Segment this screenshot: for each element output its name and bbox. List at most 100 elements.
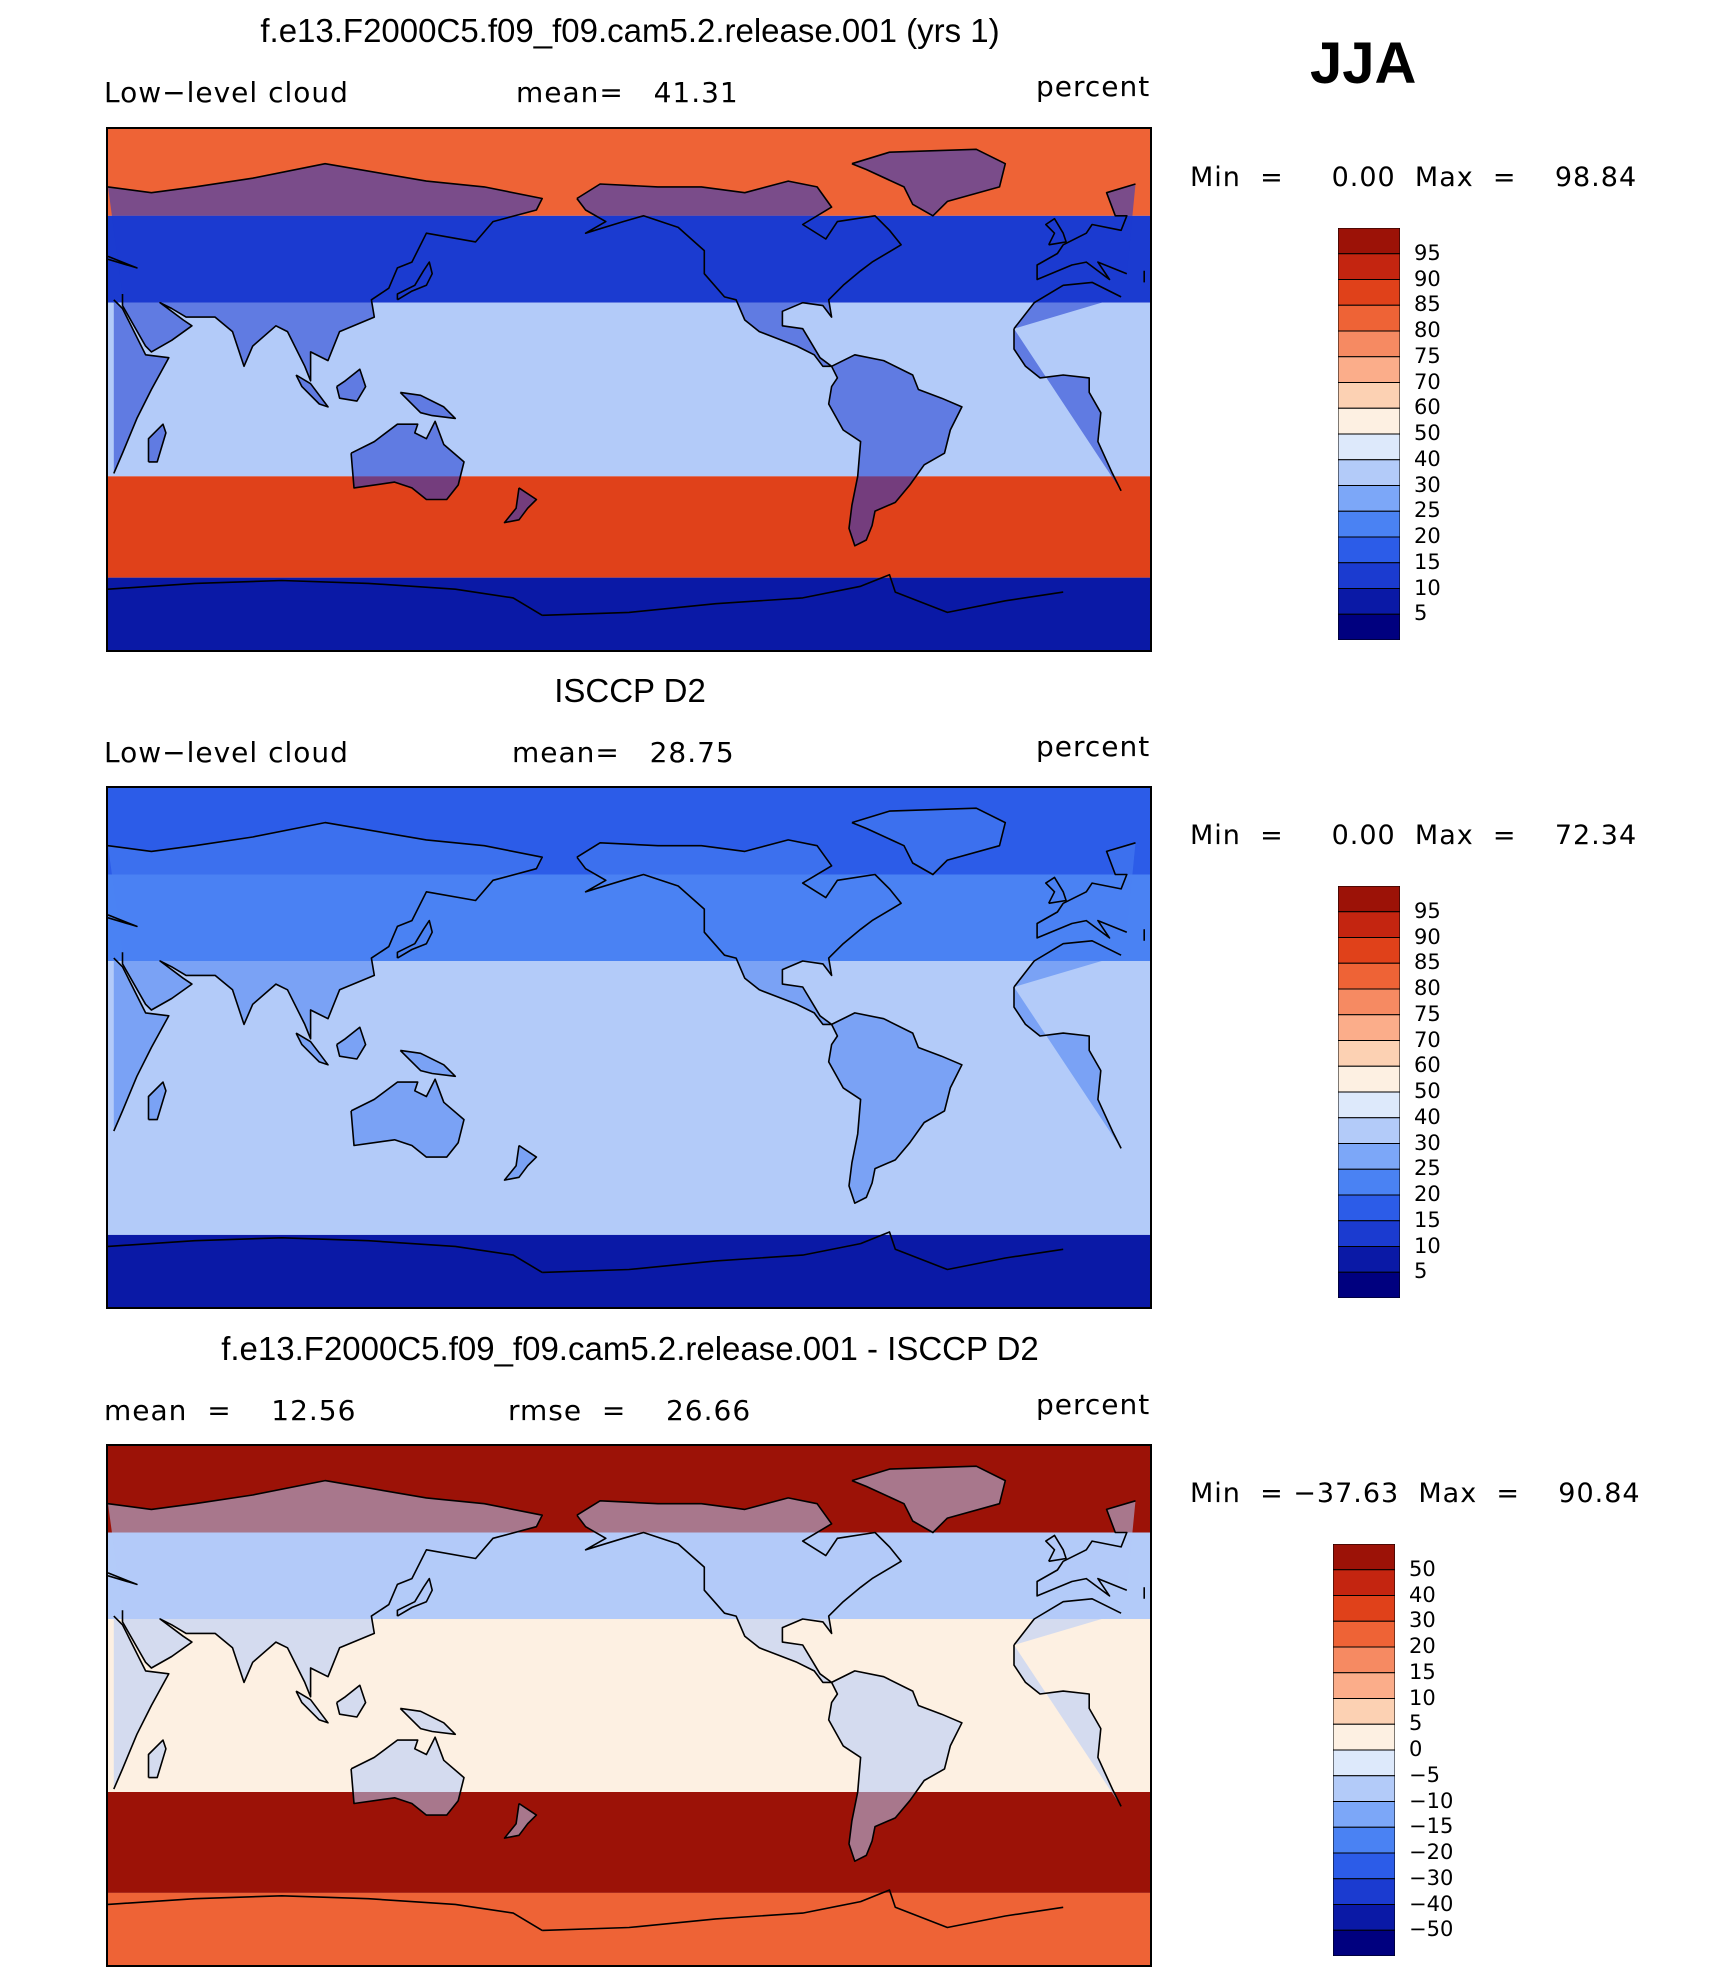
- colorbar-swatch: [1332, 1672, 1396, 1699]
- colorbar-swatch: [1337, 510, 1401, 538]
- panel-1-variable-label: Low−level cloud: [104, 76, 349, 109]
- colorbar-swatch: [1332, 1698, 1396, 1725]
- colorbar-swatch: [1337, 1040, 1401, 1067]
- colorbar-tick-label: 15: [1409, 1659, 1436, 1684]
- colorbar-swatch: [1337, 1091, 1401, 1119]
- coastline-nz: [503, 487, 538, 524]
- map-zone-band: [108, 577, 1150, 650]
- colorbar-tick-label: 50: [1409, 1556, 1436, 1581]
- colorbar-swatch: [1337, 588, 1401, 615]
- coastline-samerica: [827, 1012, 963, 1204]
- colorbar-tick-label: 20: [1414, 1182, 1441, 1206]
- colorbar-swatch: [1332, 1723, 1396, 1751]
- colorbar-swatch: [1332, 1749, 1396, 1777]
- coastline-australia: [350, 1078, 465, 1158]
- colorbar-swatch: [1337, 885, 1401, 913]
- coastline-greenland: [851, 148, 1007, 217]
- panel-1-map: [106, 127, 1152, 652]
- colorbar-swatch: [1337, 1168, 1401, 1196]
- colorbar-tick-label: 25: [1414, 1156, 1441, 1181]
- colorbar-tick-label: 0: [1409, 1737, 1423, 1761]
- panel-2-title: ISCCP D2: [554, 672, 706, 709]
- colorbar-tick-label: 10: [1409, 1685, 1436, 1710]
- colorbar-tick-label: 5: [1414, 1259, 1428, 1284]
- colorbar-tick-label: 70: [1414, 369, 1441, 394]
- colorbar-tick-label: 60: [1414, 1053, 1441, 1078]
- colorbar-swatch: [1337, 1246, 1401, 1273]
- colorbar-tick-label: 60: [1414, 395, 1441, 420]
- colorbar-swatch: [1337, 1194, 1401, 1222]
- colorbar-swatch: [1337, 304, 1401, 332]
- season-label: JJA: [1310, 31, 1417, 96]
- panel-3-title: f.e13.F2000C5.f09_f09.cam5.2.release.001…: [221, 1330, 1039, 1367]
- colorbar-swatch: [1337, 562, 1401, 589]
- colorbar-swatch: [1337, 330, 1401, 358]
- colorbar-tick-label: 50: [1414, 421, 1441, 445]
- colorbar-tick-label: 15: [1414, 1207, 1441, 1232]
- colorbar-tick-label: −15: [1409, 1814, 1454, 1839]
- panel-3-minmax: Min = −37.63 Max = 90.84: [1190, 1478, 1641, 1509]
- coastline-sumatra: [295, 1690, 329, 1724]
- colorbar-swatch: [1332, 1595, 1396, 1622]
- coastline-eurasia: [108, 162, 1145, 382]
- coastline-australia: [350, 1736, 465, 1816]
- panel-3-mean-label: mean = 12.56: [104, 1394, 357, 1427]
- panel-2-units-label: percent: [1036, 730, 1151, 763]
- coastline-uk: [1045, 876, 1067, 905]
- coastline-madagascar: [147, 423, 167, 463]
- panel-1-colorbar: 95 90 85 80 75 70 60 50 40 30 25 20 15 10 5: [1337, 227, 1441, 641]
- coastline-japan: [396, 1577, 433, 1617]
- colorbar-swatch: [1337, 356, 1401, 383]
- colorbar-tick-label: −10: [1409, 1788, 1454, 1813]
- map-zone-band: [108, 1619, 1150, 1792]
- colorbar-tick-label: −30: [1409, 1865, 1454, 1890]
- colorbar-tick-label: 90: [1414, 266, 1441, 291]
- colorbar-swatch: [1337, 459, 1401, 486]
- panel-2-minmax: Min = 0.00 Max = 72.34: [1190, 820, 1638, 851]
- colorbar-tick-label: 85: [1414, 292, 1441, 317]
- coastline-namerica: [576, 180, 902, 368]
- colorbar-swatch: [1337, 382, 1401, 409]
- coastline-sumatra: [295, 374, 329, 408]
- colorbar-swatch: [1337, 253, 1401, 280]
- map-zone-band: [108, 1792, 1150, 1893]
- colorbar-tick-label: 75: [1414, 1001, 1441, 1026]
- colorbar-swatch: [1337, 1117, 1401, 1144]
- coastline-eurasia: [108, 1479, 1145, 1698]
- map-zone-band: [108, 1134, 1150, 1235]
- colorbar-tick-label: 80: [1414, 318, 1441, 342]
- coastline-nz: [503, 1802, 538, 1839]
- colorbar-tick-label: 30: [1409, 1608, 1436, 1633]
- colorbar-swatch: [1337, 1014, 1401, 1041]
- coastline-samerica: [827, 354, 963, 547]
- colorbar-tick-label: 15: [1414, 549, 1441, 574]
- colorbar-swatch: [1337, 407, 1401, 435]
- colorbar-swatch: [1332, 1852, 1396, 1880]
- colorbar-tick-label: 25: [1414, 498, 1441, 523]
- coastline-australia: [350, 420, 465, 501]
- colorbar-swatch: [1332, 1646, 1396, 1674]
- map-zone-band: [108, 302, 1150, 477]
- panel-2-variable-label: Low−level cloud: [104, 736, 349, 769]
- coastline-namerica: [576, 1497, 902, 1684]
- coastline-africa: [113, 281, 1122, 492]
- colorbar-swatch: [1332, 1904, 1396, 1931]
- coastline-greenland: [851, 1465, 1007, 1534]
- colorbar-swatch: [1332, 1929, 1396, 1957]
- map-zone-band: [108, 1892, 1150, 1965]
- panel-1-minmax: Min = 0.00 Max = 98.84: [1190, 162, 1638, 193]
- colorbar-tick-label: 30: [1414, 1130, 1441, 1155]
- colorbar-swatch: [1337, 613, 1401, 641]
- panel-1-mean-label: mean= 41.31: [516, 76, 739, 109]
- colorbar-tick-label: −40: [1409, 1891, 1454, 1916]
- panel-3-colorbar: 50 40 30 20 15 10 5 0 −5 −10 −15 −20 −30 −40 −50: [1332, 1543, 1453, 1957]
- colorbar-tick-label: 85: [1414, 950, 1441, 975]
- colorbar-tick-label: −5: [1409, 1762, 1440, 1787]
- colorbar-tick-label: 70: [1414, 1027, 1441, 1052]
- colorbar-swatch: [1337, 485, 1401, 512]
- coastline-japan: [396, 261, 433, 301]
- colorbar-swatch: [1332, 1801, 1396, 1828]
- colorbar-swatch: [1337, 1143, 1401, 1170]
- colorbar-swatch: [1337, 1271, 1401, 1299]
- colorbar-swatch: [1337, 988, 1401, 1016]
